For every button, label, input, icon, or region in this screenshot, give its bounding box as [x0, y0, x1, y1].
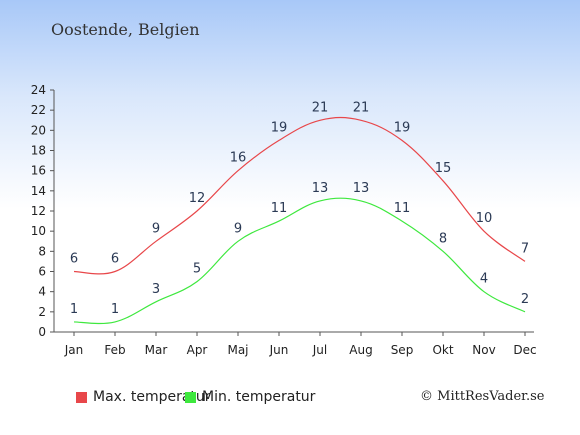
x-tick-label: Jun — [269, 343, 289, 357]
series-lines — [73, 116, 526, 325]
max-value-label: 6 — [111, 252, 119, 267]
min-temperature-line — [73, 197, 526, 325]
max-value-label: 21 — [353, 100, 370, 115]
x-tick-label: Mar — [145, 343, 168, 357]
max-value-label: 15 — [435, 161, 452, 176]
x-tick-label: Feb — [104, 343, 125, 357]
legend-swatch-max — [76, 391, 87, 403]
y-tick-label: 18 — [31, 144, 46, 158]
max-value-label: 19 — [394, 120, 411, 135]
x-tick-label: Okt — [432, 343, 453, 357]
min-value-label: 3 — [152, 282, 160, 297]
x-tick-label: Jul — [312, 343, 327, 357]
y-tick-label: 6 — [38, 265, 46, 279]
y-tick-label: 0 — [38, 325, 46, 339]
max-value-label: 10 — [476, 211, 493, 226]
min-value-label: 2 — [521, 292, 529, 307]
min-value-label: 8 — [439, 231, 447, 246]
location-title: Oostende, Belgien — [51, 20, 200, 39]
x-tick-label: Sep — [391, 343, 414, 357]
legend-label-min: Min. temperatur — [202, 389, 316, 405]
max-temperature-line — [73, 116, 526, 275]
y-tick-label: 2 — [38, 305, 46, 319]
max-value-label: 6 — [70, 252, 78, 267]
min-value-label: 13 — [312, 181, 329, 196]
y-tick-label: 4 — [38, 285, 46, 299]
y-tick-label: 20 — [31, 123, 46, 137]
min-value-label: 1 — [111, 302, 119, 317]
x-tick-label: Dec — [513, 343, 536, 357]
x-tick-label: Nov — [472, 343, 495, 357]
max-value-label: 7 — [521, 241, 529, 256]
x-tick-label: Apr — [187, 343, 208, 357]
max-value-label: 9 — [152, 221, 160, 236]
max-value-label: 12 — [189, 191, 206, 206]
max-value-label: 21 — [312, 100, 329, 115]
copyright-text: © MittResVader.se — [420, 389, 545, 404]
x-tick-label: Maj — [227, 343, 248, 357]
legend-swatch-min — [185, 391, 196, 403]
y-tick-label: 10 — [31, 224, 46, 238]
min-value-label: 11 — [394, 201, 411, 216]
y-tick-label: 14 — [31, 184, 46, 198]
min-value-label: 5 — [193, 262, 201, 277]
y-tick-label: 12 — [31, 204, 46, 218]
y-tick-label: 24 — [31, 83, 46, 97]
legend-label-max: Max. temperatur — [93, 389, 211, 405]
legend-item-max: Max. temperatur — [76, 389, 211, 405]
min-value-label: 1 — [70, 302, 78, 317]
legend-item-min: Min. temperatur — [185, 389, 315, 405]
x-tick-label: Jan — [64, 343, 84, 357]
y-tick-label: 16 — [31, 164, 46, 178]
min-value-label: 11 — [271, 201, 288, 216]
min-value-label: 13 — [353, 181, 370, 196]
min-value-label: 4 — [480, 272, 488, 287]
max-value-label: 16 — [230, 151, 247, 166]
min-value-label: 9 — [234, 221, 242, 236]
y-tick-label: 8 — [38, 244, 46, 258]
x-tick-label: Aug — [349, 343, 372, 357]
y-tick-label: 22 — [31, 103, 46, 117]
max-value-label: 19 — [271, 120, 288, 135]
